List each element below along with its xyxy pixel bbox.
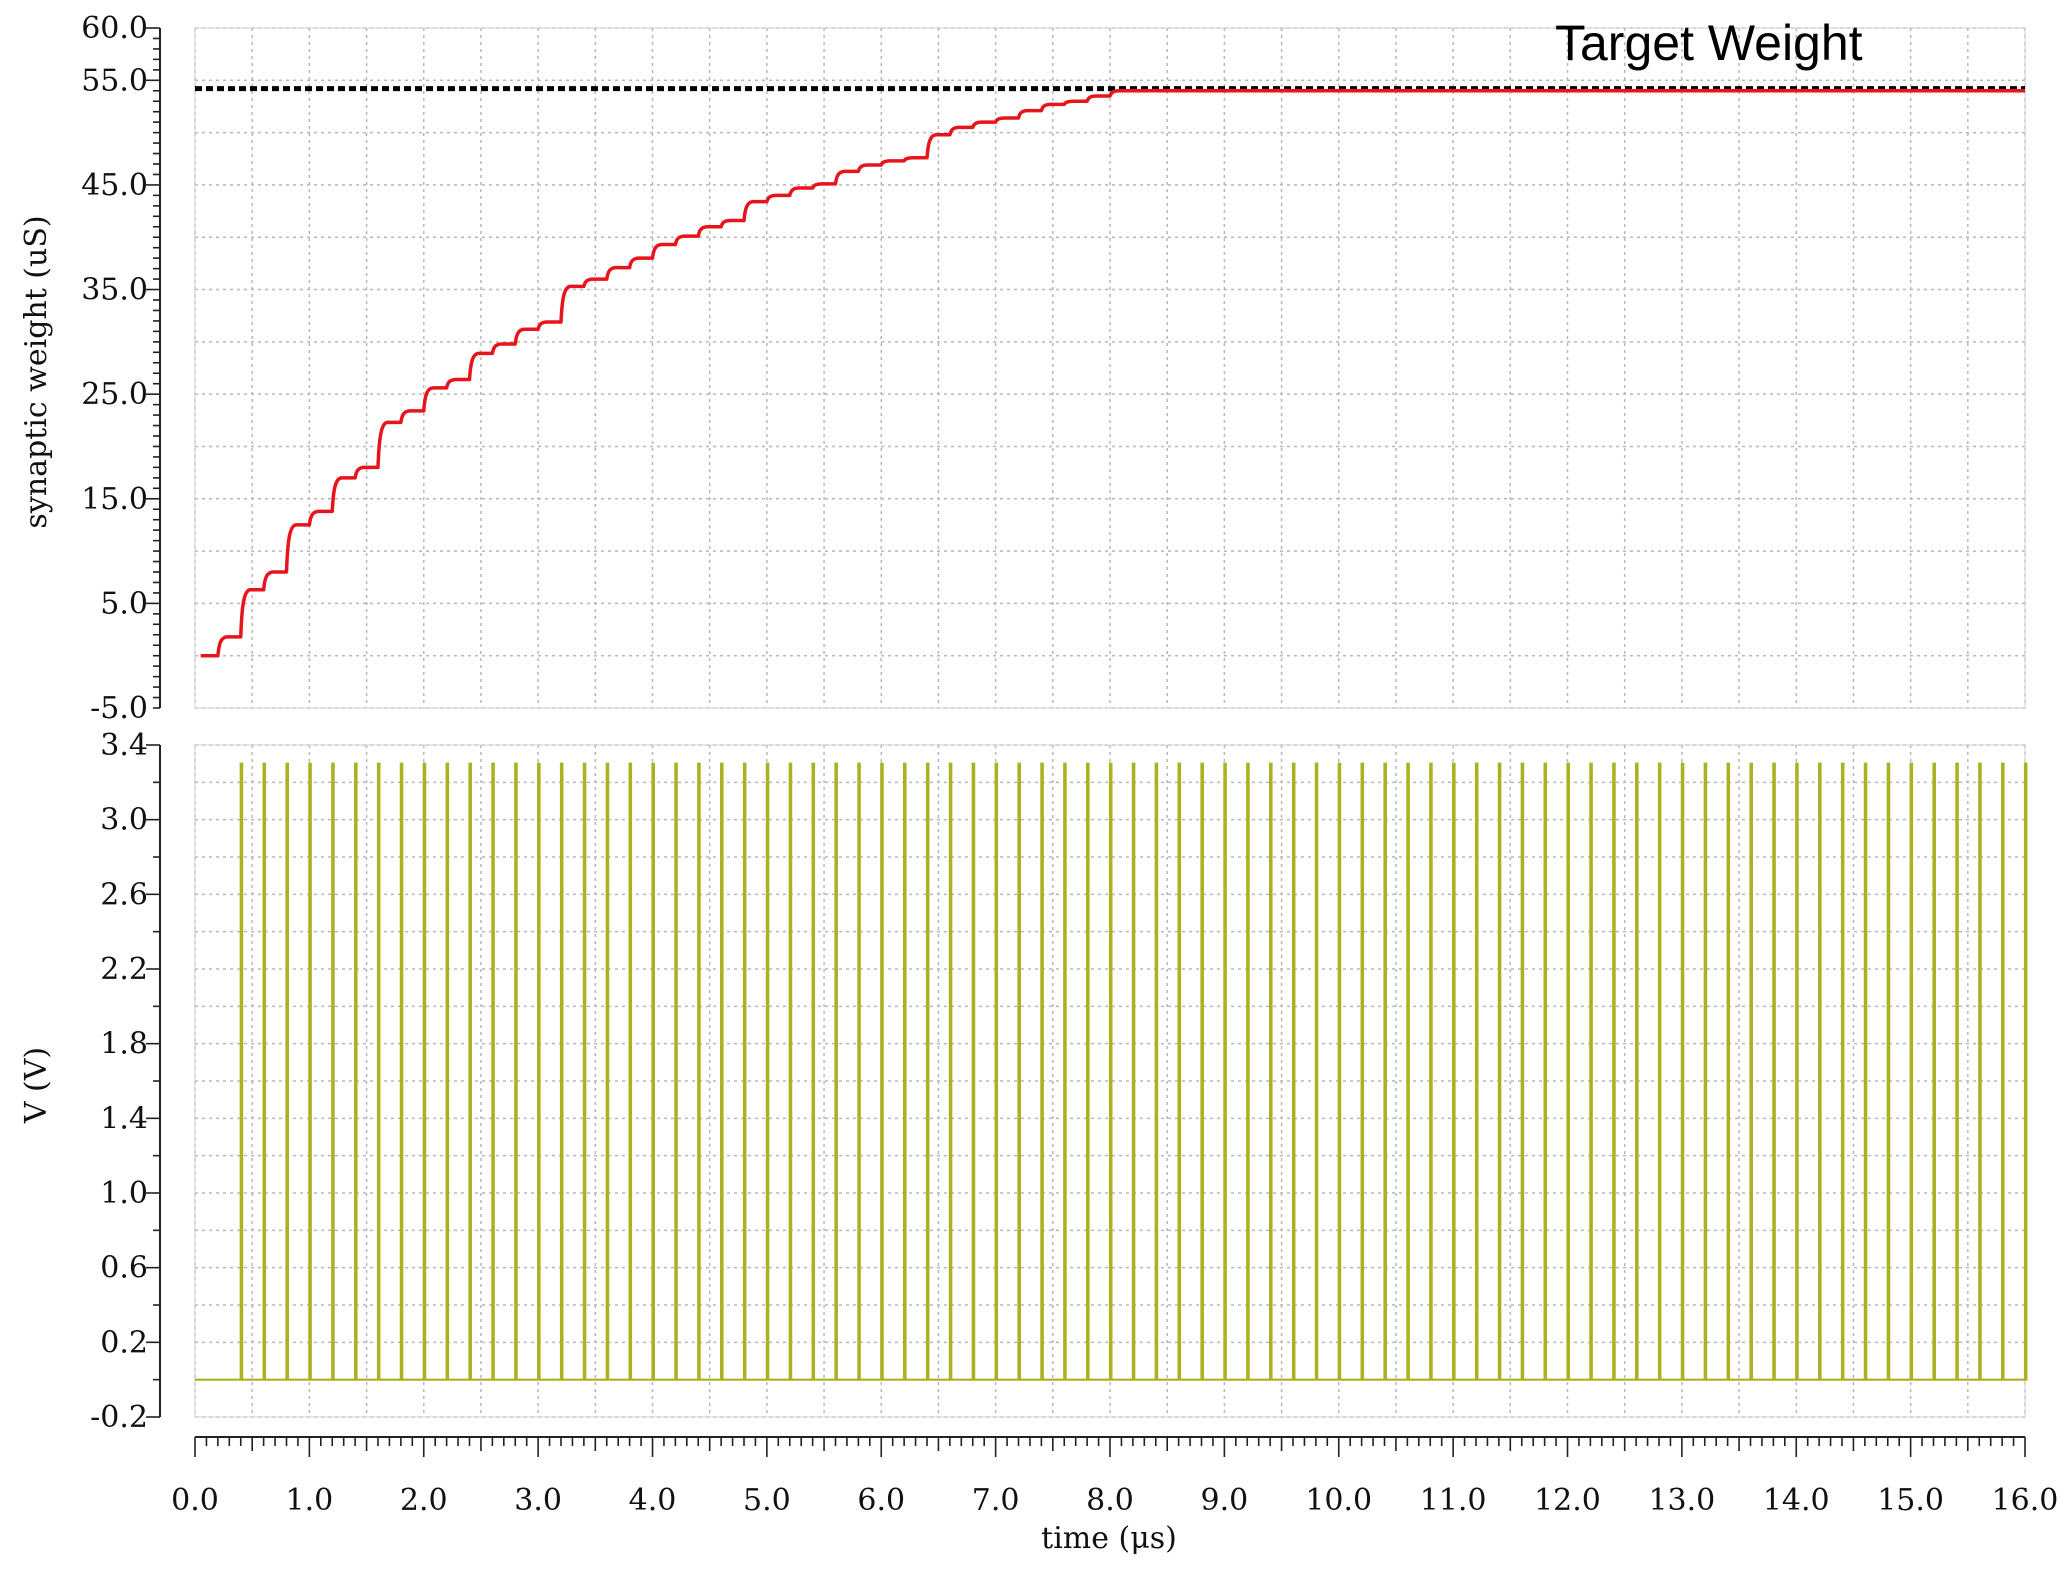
time-tick-label: 13.0 (1648, 1483, 1715, 1518)
time-tick-label: 4.0 (629, 1483, 677, 1518)
time-tick-label: 9.0 (1201, 1483, 1249, 1518)
weight-y-tick-label: 15.0 (81, 482, 148, 517)
time-tick-label: 8.0 (1086, 1483, 1134, 1518)
time-tick-label: 5.0 (743, 1483, 791, 1518)
voltage-y-ticks: 3.4 3.0 2.6 2.2 1.8 1.4 1.0 0.6 0.2 -0.2 (90, 728, 160, 1435)
time-tick-label: 11.0 (1420, 1483, 1487, 1518)
weight-y-tick-label: 55.0 (81, 63, 148, 98)
voltage-y-axis-label: V (V) (19, 1047, 54, 1124)
time-tick-label: 10.0 (1305, 1483, 1372, 1518)
weight-y-tick-label: 25.0 (81, 377, 148, 412)
weight-plot-frame (194, 27, 2026, 709)
weight-y-tick-label: 5.0 (100, 586, 148, 621)
weight-axes (159, 27, 2026, 709)
weight-y-ticks: 60.0 55.0 45.0 35.0 25.0 15.0 5.0 -5.0 (81, 11, 160, 726)
voltage-y-tick-label: 1.8 (100, 1027, 148, 1062)
weight-y-axis-label: synaptic weight (uS) (19, 215, 54, 528)
time-tick-label: 0.0 (171, 1483, 219, 1518)
weight-y-tick-label: 35.0 (81, 273, 148, 308)
weight-grid (194, 27, 2026, 709)
weight-y-tick-label: 45.0 (81, 168, 148, 203)
time-axis-label: time (μs) (1041, 1521, 1177, 1556)
voltage-y-tick-label: 1.0 (100, 1176, 148, 1211)
voltage-y-tick-label: 3.4 (100, 728, 148, 763)
weight-panel: 60.0 55.0 45.0 35.0 25.0 15.0 5.0 -5.0 Target W… (19, 11, 2026, 726)
voltage-y-tick-label: 2.6 (100, 877, 148, 912)
weight-y-tick-label: 60.0 (81, 11, 148, 46)
voltage-y-tick-label: 1.4 (100, 1101, 148, 1136)
time-tick-label: 15.0 (1877, 1483, 1944, 1518)
synaptic-weight-series (200, 89, 2025, 658)
voltage-y-tick-label: 2.2 (100, 952, 148, 987)
weight-y-tick-label: -5.0 (90, 691, 148, 726)
voltage-y-tick-label: 0.2 (100, 1325, 148, 1360)
time-tick-label: 6.0 (857, 1483, 905, 1518)
time-tick-label: 12.0 (1534, 1483, 1601, 1518)
time-axis: 0.0 1.0 2.0 3.0 4.0 5.0 6.0 7.0 8.0 9.0 10.0 11.0 12… (171, 1436, 2059, 1518)
time-tick-label: 1.0 (286, 1483, 334, 1518)
time-tick-label: 7.0 (972, 1483, 1020, 1518)
voltage-y-tick-label: 0.6 (100, 1251, 148, 1286)
time-tick-label: 16.0 (1992, 1483, 2059, 1518)
voltage-panel: 3.4 3.0 2.6 2.2 1.8 1.4 1.0 0.6 0.2 -0.2 V (V) (19, 728, 2028, 1435)
voltage-pulse-series (195, 762, 2028, 1381)
voltage-y-tick-label: -0.2 (90, 1400, 148, 1435)
voltage-y-tick-label: 3.0 (100, 803, 148, 838)
time-tick-label: 3.0 (514, 1483, 562, 1518)
time-tick-label: 2.0 (400, 1483, 448, 1518)
target-weight-annotation: Target Weight (1555, 15, 1863, 71)
time-tick-label: 14.0 (1763, 1483, 1830, 1518)
